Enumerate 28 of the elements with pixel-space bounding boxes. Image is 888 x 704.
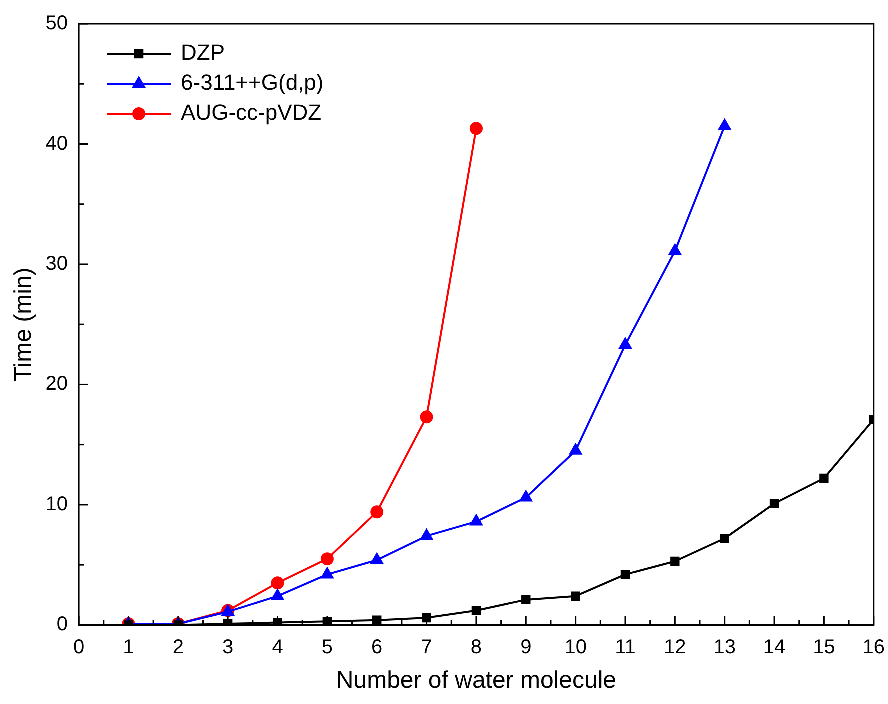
x-tick-label: 8	[470, 636, 482, 659]
x-tick-label: 3	[222, 636, 234, 659]
x-tick-label: 0	[73, 636, 85, 659]
x-tick-label: 11	[615, 636, 636, 659]
y-tick-label: 50	[46, 12, 68, 35]
x-tick-label: 1	[123, 636, 134, 659]
x-tick-label: 12	[664, 636, 686, 659]
x-tick-label: 4	[272, 636, 284, 659]
legend-label: DZP	[181, 40, 226, 66]
x-tick-label: 2	[172, 636, 184, 659]
x-axis-title: Number of water molecule	[336, 667, 617, 694]
y-tick-label: 20	[46, 373, 68, 396]
y-tick-label: 40	[46, 132, 68, 155]
x-tick-label: 6	[372, 636, 383, 659]
legend-label: 6-311++G(d,p)	[181, 70, 324, 96]
x-tick-label: 9	[520, 636, 532, 659]
x-tick-label: 15	[813, 636, 836, 659]
y-tick-label: 0	[56, 614, 68, 636]
x-tick-label: 5	[322, 636, 333, 659]
x-tick-label: 7	[421, 636, 432, 659]
x-tick-label: 16	[862, 636, 885, 659]
x-tick-label: 14	[763, 636, 786, 659]
y-tick-label: 30	[46, 252, 68, 275]
x-tick-label: 10	[564, 636, 587, 659]
legend-label: AUG-cc-pVDZ	[181, 100, 322, 126]
y-tick-label: 10	[46, 493, 68, 516]
x-tick-label: 13	[714, 636, 736, 659]
y-axis-title: Time (min)	[10, 268, 38, 382]
